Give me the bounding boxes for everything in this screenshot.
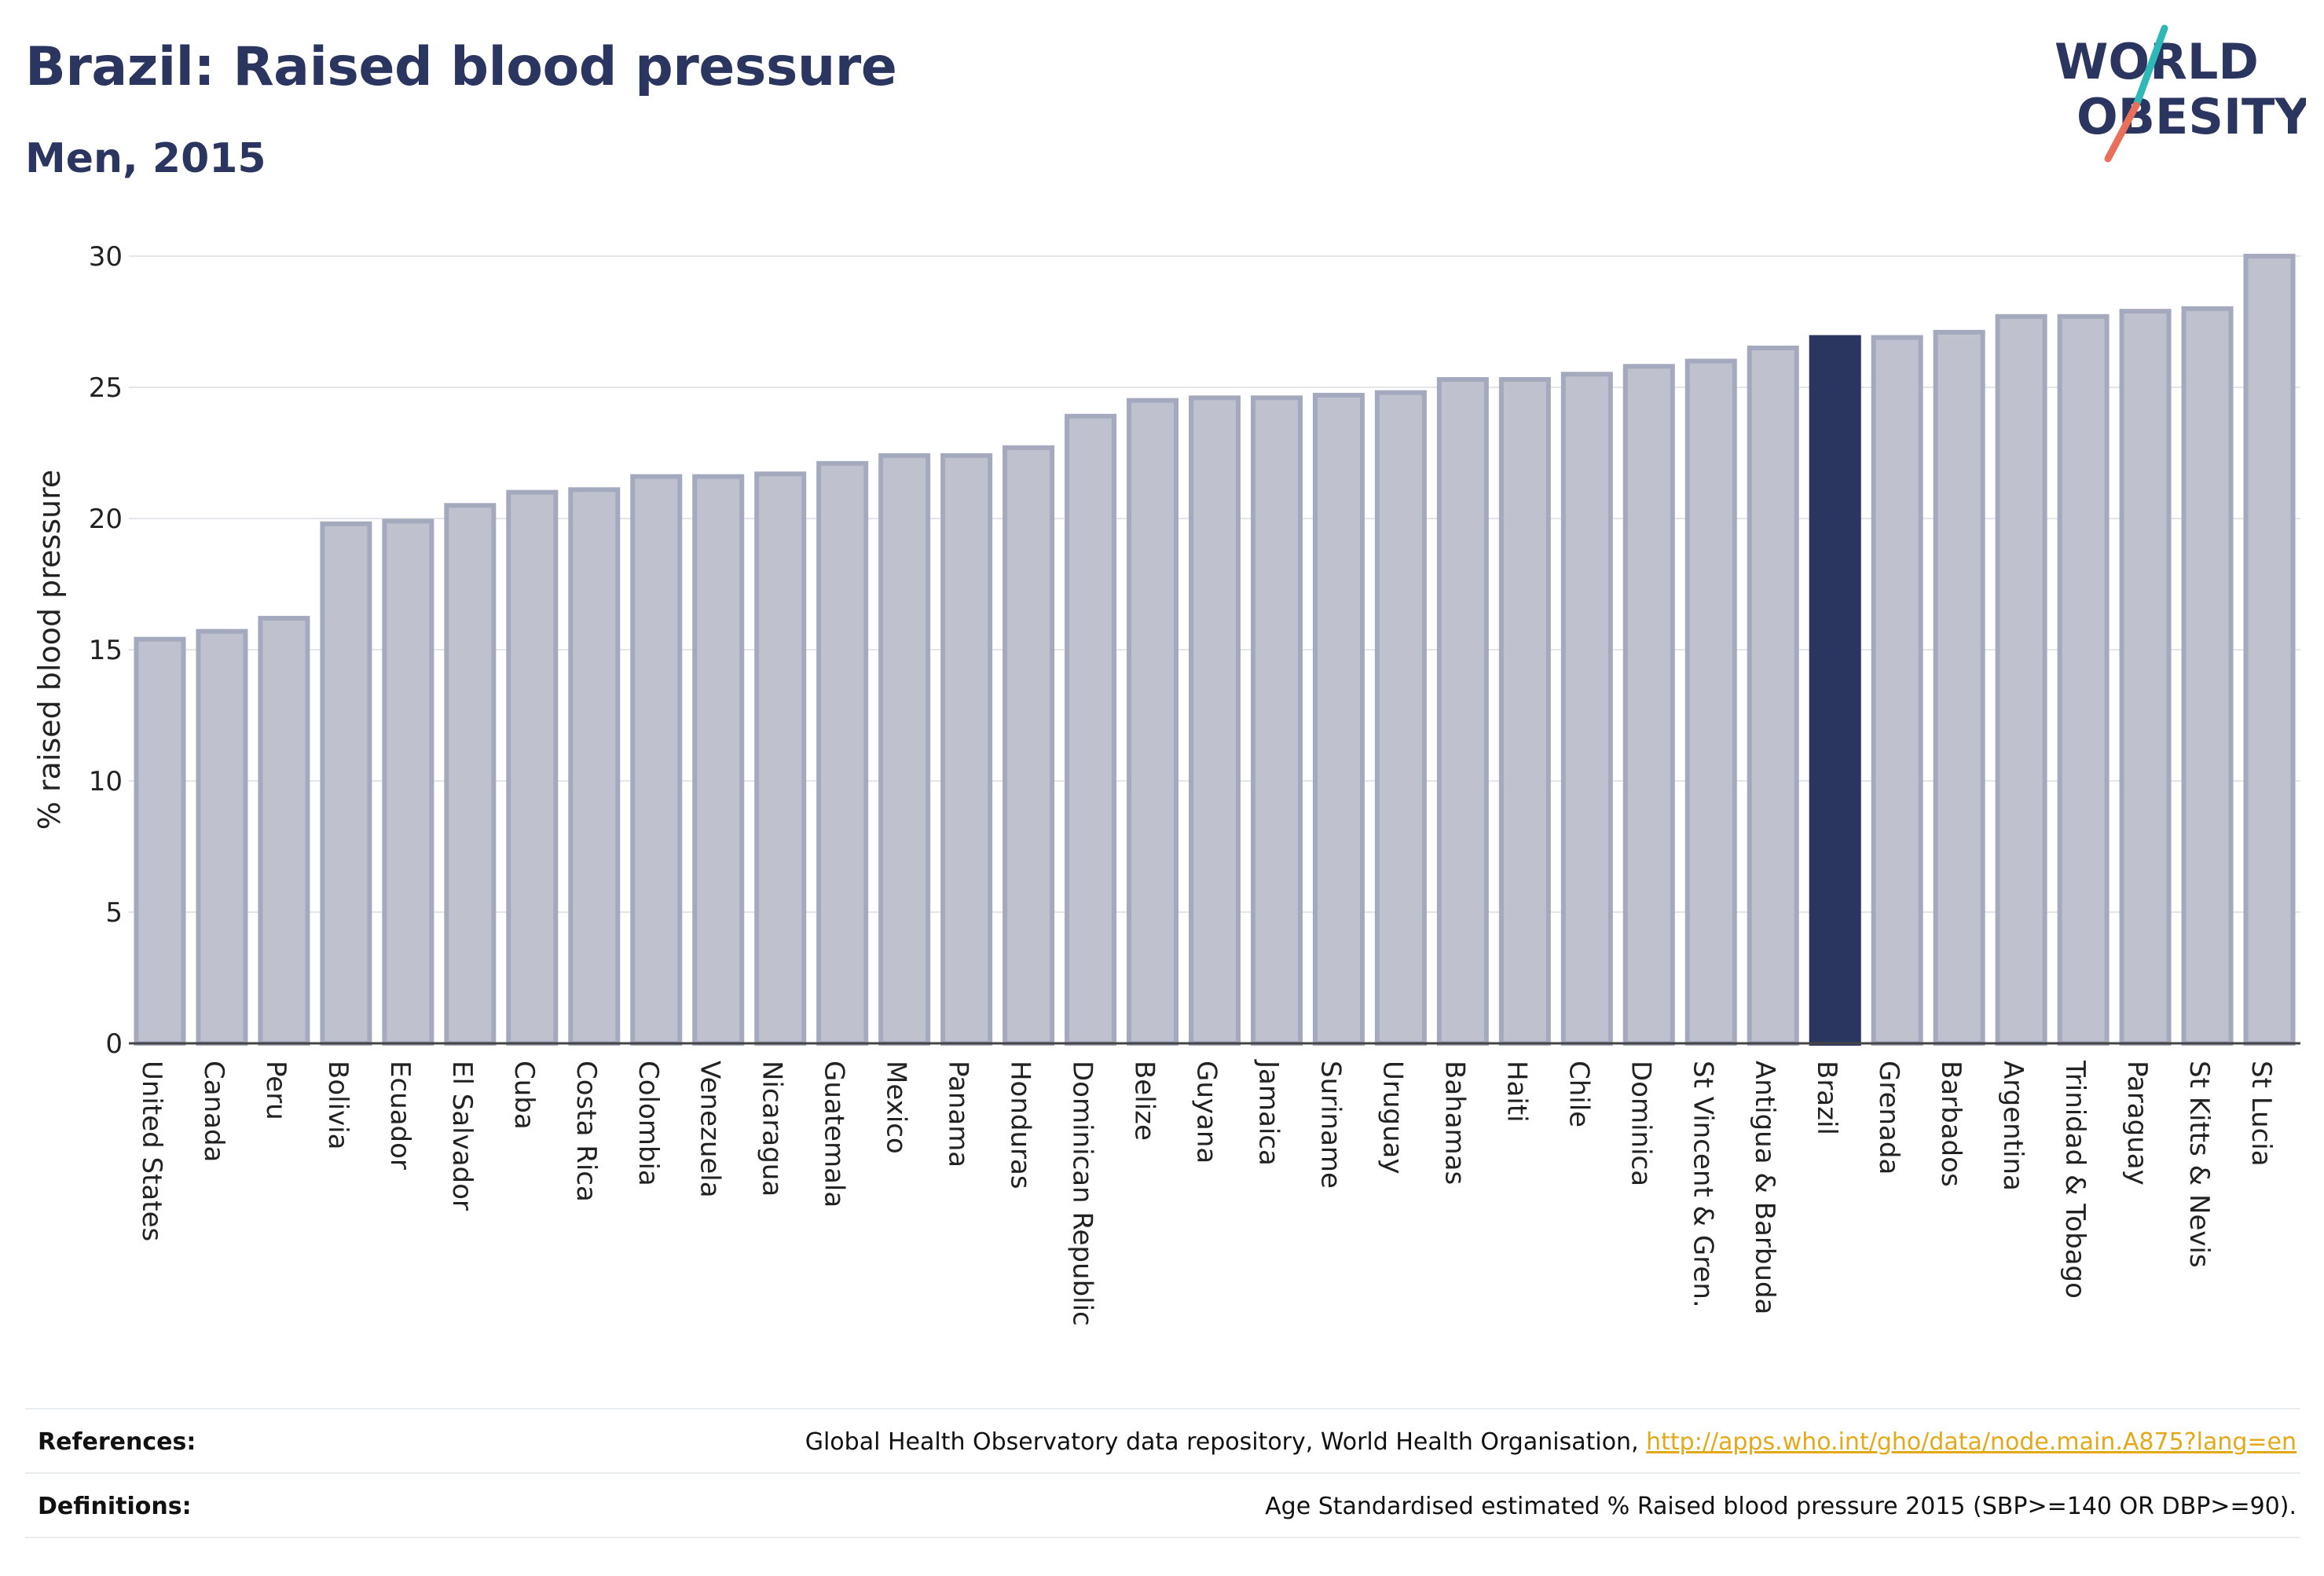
x-tick-label: Venezuela (695, 1061, 726, 1198)
x-tick-label: Barbados (1935, 1061, 1967, 1187)
bar (1995, 313, 2047, 1046)
y-tick-label: 0 (105, 1028, 123, 1060)
x-tick-label: Belize (1129, 1061, 1160, 1141)
y-axis-label: % raised blood pressure (32, 470, 67, 830)
x-tick-label: St Kitts & Nevis (2183, 1061, 2215, 1268)
y-axis-ticks: 0 5 10 15 20 25 30 (89, 241, 123, 1060)
bar (320, 521, 372, 1046)
bar-chart: 0 5 10 15 20 25 30 United States Canada Peru Boli… (32, 241, 2300, 1326)
bar (444, 503, 497, 1046)
bar-highlight (1809, 335, 1861, 1046)
x-tick-label: Trinidad & Tobago (2059, 1060, 2091, 1299)
x-tick-label: Uruguay (1376, 1061, 1408, 1175)
bar (1374, 390, 1427, 1046)
x-tick-label: Dominican Republic (1067, 1061, 1098, 1326)
x-tick-label: Chile (1563, 1061, 1594, 1127)
bar (134, 636, 186, 1046)
x-tick-label: United States (136, 1061, 167, 1241)
x-tick-label: El Salvador (446, 1061, 478, 1211)
y-tick-label: 25 (89, 372, 123, 404)
x-tick-label: Suriname (1314, 1061, 1346, 1189)
logo-slash-top (2132, 24, 2168, 109)
bar (1003, 445, 1055, 1046)
bar (1127, 398, 1179, 1046)
x-tick-label: Antigua & Barbuda (1749, 1061, 1780, 1314)
bar (258, 615, 310, 1046)
bars (134, 254, 2296, 1046)
references-source: Global Health Observatory data repositor… (805, 1428, 1647, 1456)
bar (692, 474, 745, 1046)
footer-divider-bottom (25, 1537, 2300, 1538)
bar (1250, 395, 1303, 1046)
x-tick-label: Brazil (1811, 1061, 1842, 1135)
x-tick-label: Grenada (1873, 1061, 1904, 1175)
x-tick-label: Costa Rica (570, 1061, 602, 1202)
x-tick-label: Jamaica (1252, 1059, 1284, 1166)
x-tick-label: Argentina (1997, 1061, 2029, 1191)
references-link[interactable]: http://apps.who.int/gho/data/node.main.A… (1646, 1428, 2297, 1456)
x-tick-label: Panama (943, 1061, 974, 1167)
bar (940, 453, 993, 1046)
x-tick-label: Bolivia (322, 1061, 354, 1149)
x-tick-label: Dominica (1625, 1061, 1656, 1186)
footer-divider-top (25, 1408, 2300, 1409)
x-tick-label: Paraguay (2121, 1061, 2153, 1186)
x-tick-label: Nicaragua (757, 1061, 788, 1197)
bar (2057, 313, 2110, 1046)
y-tick-label: 15 (89, 635, 123, 666)
footer-divider-middle (25, 1472, 2300, 1474)
bar (506, 489, 559, 1046)
x-tick-label: Ecuador (384, 1061, 416, 1170)
bar (2243, 254, 2296, 1046)
chart-title: Brazil: Raised blood pressure (25, 36, 897, 98)
y-tick-label: 10 (89, 766, 123, 797)
bar (1747, 345, 1799, 1046)
references-text: Global Health Observatory data repositor… (805, 1428, 2297, 1456)
bar (1188, 395, 1241, 1046)
x-tick-label: Cuba (508, 1061, 540, 1130)
y-tick-label: 20 (89, 504, 123, 535)
x-axis-labels: United States Canada Peru Bolivia Ecuador El … (136, 1059, 2277, 1326)
bar (382, 519, 434, 1046)
logo-line-obesity: OBESITY (2077, 88, 2306, 145)
x-tick-label: St Lucia (2245, 1061, 2277, 1167)
bar (1312, 393, 1365, 1046)
definitions-text: Age Standardised estimated % Raised bloo… (1265, 1493, 2297, 1520)
bar (1560, 372, 1613, 1046)
bar (754, 471, 807, 1046)
bar (1871, 335, 1923, 1046)
logo-slash-bottom (2104, 101, 2140, 163)
x-tick-label: Guyana (1191, 1061, 1222, 1164)
y-tick-label: 5 (105, 897, 123, 929)
x-tick-label: Peru (260, 1061, 291, 1120)
bar (2181, 306, 2234, 1046)
x-tick-label: Honduras (1005, 1061, 1036, 1189)
x-tick-label: Guatemala (819, 1061, 850, 1208)
y-tick-label: 30 (89, 241, 123, 273)
x-tick-label: Haiti (1501, 1061, 1532, 1123)
bar (568, 487, 621, 1046)
x-tick-label: Mexico (881, 1061, 912, 1154)
definitions-label: Definitions: (38, 1493, 192, 1520)
bar (2119, 309, 2172, 1046)
bar (878, 453, 931, 1046)
bar (1436, 376, 1489, 1046)
bar (816, 460, 869, 1046)
bar (1933, 329, 1985, 1046)
references-label: References: (38, 1428, 196, 1456)
x-tick-label: Canada (198, 1061, 229, 1162)
world-obesity-logo: WORLD OBESITY (2055, 24, 2306, 163)
x-tick-label: Bahamas (1439, 1061, 1470, 1185)
bar (1622, 364, 1675, 1046)
bar (196, 629, 248, 1046)
x-tick-label: St Vincent & Gren. (1687, 1061, 1718, 1308)
bar (1498, 376, 1551, 1046)
bar (1065, 413, 1117, 1046)
chart-subtitle: Men, 2015 (25, 135, 266, 182)
bar (630, 474, 683, 1046)
bar (1684, 358, 1737, 1046)
x-tick-label: Colombia (632, 1061, 664, 1186)
